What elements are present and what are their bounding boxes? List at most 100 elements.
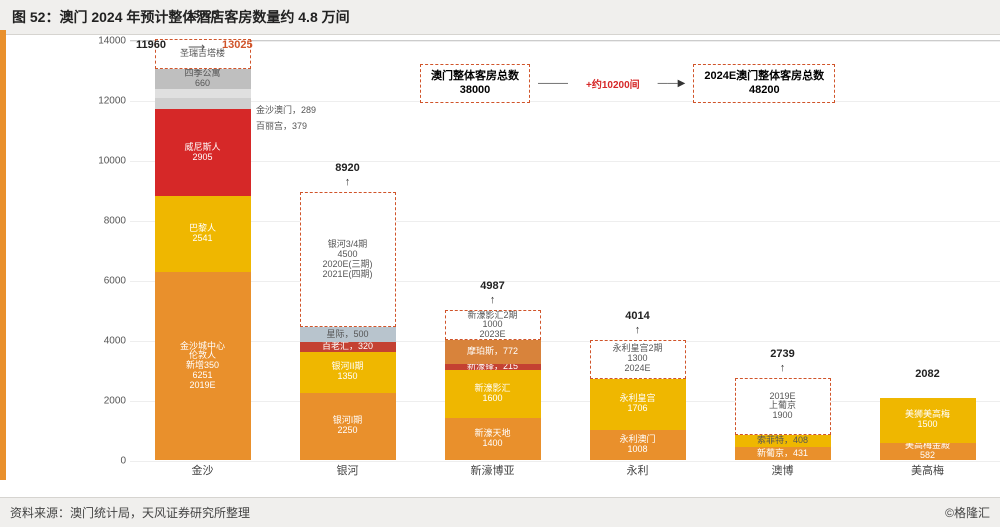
- bar-stack: 新葡京，431 索菲特，408 2019E 上葡京 1900: [735, 378, 831, 460]
- segment-label: 美高梅金殿 582: [905, 443, 950, 460]
- segment: 百老汇，320: [300, 342, 396, 352]
- segment: 美狮美高梅 1500: [880, 398, 976, 443]
- bar-total: 13025: [130, 9, 275, 21]
- segment-label: 2019E 上葡京 1900: [769, 392, 796, 422]
- bar-stack: 新濠天地 1400 新濠影汇 1600 新濠锋，215 摩珀斯，772 新濠影汇2期 1…: [445, 310, 541, 460]
- segment-label: 新濠锋，215: [467, 364, 518, 370]
- x-label: 金沙: [130, 462, 275, 478]
- bar-stack: 银河I期 2250 银河II期 1350 百老汇，320 星际，500 银河3/4期 4…: [300, 192, 396, 460]
- segment: 索菲特，408: [735, 435, 831, 447]
- arrow-up-icon: ↑: [275, 176, 420, 188]
- segment-label: 金沙城中心 伦敦人 新增350 6251 2019E: [180, 342, 225, 391]
- top-flow: 澳门整体客房总数 38000 ——— +约10200间 ——▶ 2024E澳门整…: [420, 64, 835, 103]
- segment-label: 摩珀斯，772: [467, 347, 518, 357]
- x-label: 美高梅: [855, 462, 1000, 478]
- segment-label: 永利澳门 1008: [619, 435, 655, 455]
- bar-total: 2082: [855, 368, 1000, 380]
- flow-box-forecast: 2024E澳门整体客房总数 48200: [693, 64, 835, 103]
- segment-label: 银河II期 1350: [331, 362, 363, 382]
- y-tick: 2000: [104, 396, 126, 407]
- segment: 星际，500: [300, 327, 396, 342]
- bar-stack: 永利澳门 1008 永利皇宫 1706 永利皇宫2期 1300 2024E: [590, 340, 686, 460]
- segment-label: 银河I期 2250: [333, 416, 363, 436]
- segment-label: 巴黎人 2541: [189, 224, 216, 244]
- arrow-up-icon: ↑: [710, 362, 855, 374]
- segment: [155, 98, 251, 109]
- segment: 新濠锋，215: [445, 364, 541, 370]
- flow-box1-title: 澳门整体客房总数: [431, 69, 519, 83]
- arrow-up-icon: ↑: [565, 324, 710, 336]
- y-tick: 4000: [104, 336, 126, 347]
- segment: [155, 89, 251, 98]
- chart-area: 02000400060008000100001200014000 13025金沙…: [130, 40, 1000, 480]
- y-tick: 6000: [104, 276, 126, 287]
- segment-future: 永利皇宫2期 1300 2024E: [590, 340, 686, 379]
- bar-total: 4987: [420, 280, 565, 292]
- segment: 银河I期 2250: [300, 393, 396, 461]
- segment-label: 银河3/4期 4500 2020E(三期) 2021E(四期): [322, 240, 372, 280]
- bar-total: 4014: [565, 310, 710, 322]
- y-tick: 8000: [104, 216, 126, 227]
- source-bar: 资料来源：澳门统计局，天风证券研究所整理 ©格隆汇: [0, 497, 1000, 527]
- leader-label: 百丽宫，379: [256, 119, 307, 132]
- bar-stack: 金沙城中心 伦敦人 新增350 6251 2019E 巴黎人 2541 威尼斯人 2…: [155, 39, 251, 460]
- y-axis: 02000400060008000100001200014000: [90, 41, 130, 480]
- header-arrow-icon: ⟶: [188, 40, 205, 54]
- segment-label: 美狮美高梅 1500: [905, 410, 950, 430]
- leader-label: 金沙澳门，289: [256, 103, 316, 116]
- flow-arrow-icon-2: ——▶: [658, 78, 686, 89]
- x-label: 新濠博亚: [420, 462, 565, 478]
- segment: 美高梅金殿 582: [880, 443, 976, 460]
- x-label: 银河: [275, 462, 420, 478]
- segment-label: 百老汇，320: [322, 342, 373, 352]
- segment: 巴黎人 2541: [155, 196, 251, 272]
- segment: 银河II期 1350: [300, 352, 396, 393]
- accent-bar: [0, 30, 6, 480]
- bar-group: 4014↑2714永利澳门 1008永利皇宫 1706永利皇宫2期 1300 2…: [565, 40, 710, 460]
- segment-future: 新濠影汇2期 1000 2023E: [445, 310, 541, 340]
- x-label: 永利: [565, 462, 710, 478]
- segment-future: 2019E 上葡京 1900: [735, 378, 831, 435]
- y-tick: 0: [120, 456, 126, 467]
- bar-group: 2739↑838新葡京，431索菲特，4082019E 上葡京 1900澳博: [710, 40, 855, 460]
- flow-box-current: 澳门整体客房总数 38000: [420, 64, 530, 103]
- segment-label: 四季公寓 660: [184, 69, 220, 89]
- segment-label: 新濠影汇 1600: [474, 384, 510, 404]
- segment: 四季公寓 660: [155, 69, 251, 89]
- flow-box1-value: 38000: [431, 83, 519, 97]
- source-brand: ©格隆汇: [945, 504, 990, 521]
- segment-label: 永利皇宫2期 1300 2024E: [612, 344, 662, 374]
- bar-group: 13025 金沙城中心 伦敦人 新增350 6251 2019E 巴黎人 2541 威…: [130, 40, 275, 460]
- x-label: 澳博: [710, 462, 855, 478]
- segment-label: 威尼斯人 2905: [184, 143, 220, 163]
- segment-label: 新濠影汇2期 1000 2023E: [467, 311, 517, 341]
- bar-total: 8920: [275, 162, 420, 174]
- segment: 新濠天地 1400: [445, 418, 541, 460]
- arrow-up-icon: ↑: [420, 294, 565, 306]
- bar-group: 2082美高梅金殿 582美狮美高梅 1500美高梅: [855, 40, 1000, 460]
- segment: 新葡京，431: [735, 447, 831, 460]
- segment: 金沙城中心 伦敦人 新增350 6251 2019E: [155, 272, 251, 460]
- segment: 永利澳门 1008: [590, 430, 686, 460]
- segment-label: 新葡京，431: [757, 449, 808, 459]
- segment-label: 索菲特，408: [757, 436, 808, 446]
- flow-box2-value: 48200: [704, 83, 824, 97]
- segment-label: 新濠天地 1400: [474, 429, 510, 449]
- segment-label: 永利皇宫 1706: [619, 394, 655, 414]
- source-text: 资料来源：澳门统计局，天风证券研究所整理: [10, 504, 250, 521]
- flow-increment: +约10200间: [586, 76, 640, 91]
- segment: 摩珀斯，772: [445, 340, 541, 363]
- segment: 威尼斯人 2905: [155, 109, 251, 196]
- flow-arrow-icon: ———: [538, 78, 568, 89]
- segment: 永利皇宫 1706: [590, 379, 686, 430]
- bar-stack: 美高梅金殿 582 美狮美高梅 1500: [880, 398, 976, 460]
- bar-group: 4987↑3987新濠天地 1400新濠影汇 1600新濠锋，215摩珀斯，77…: [420, 40, 565, 460]
- header-right-value: 13025: [222, 39, 253, 51]
- segment: 新濠影汇 1600: [445, 370, 541, 418]
- bar-total: 2739: [710, 348, 855, 360]
- flow-box2-title: 2024E澳门整体客房总数: [704, 69, 824, 83]
- segment-label: 星际，500: [326, 330, 368, 340]
- segment-future: 银河3/4期 4500 2020E(三期) 2021E(四期): [300, 192, 396, 327]
- y-tick: 10000: [98, 156, 126, 167]
- header-left-value: 11960: [136, 39, 166, 51]
